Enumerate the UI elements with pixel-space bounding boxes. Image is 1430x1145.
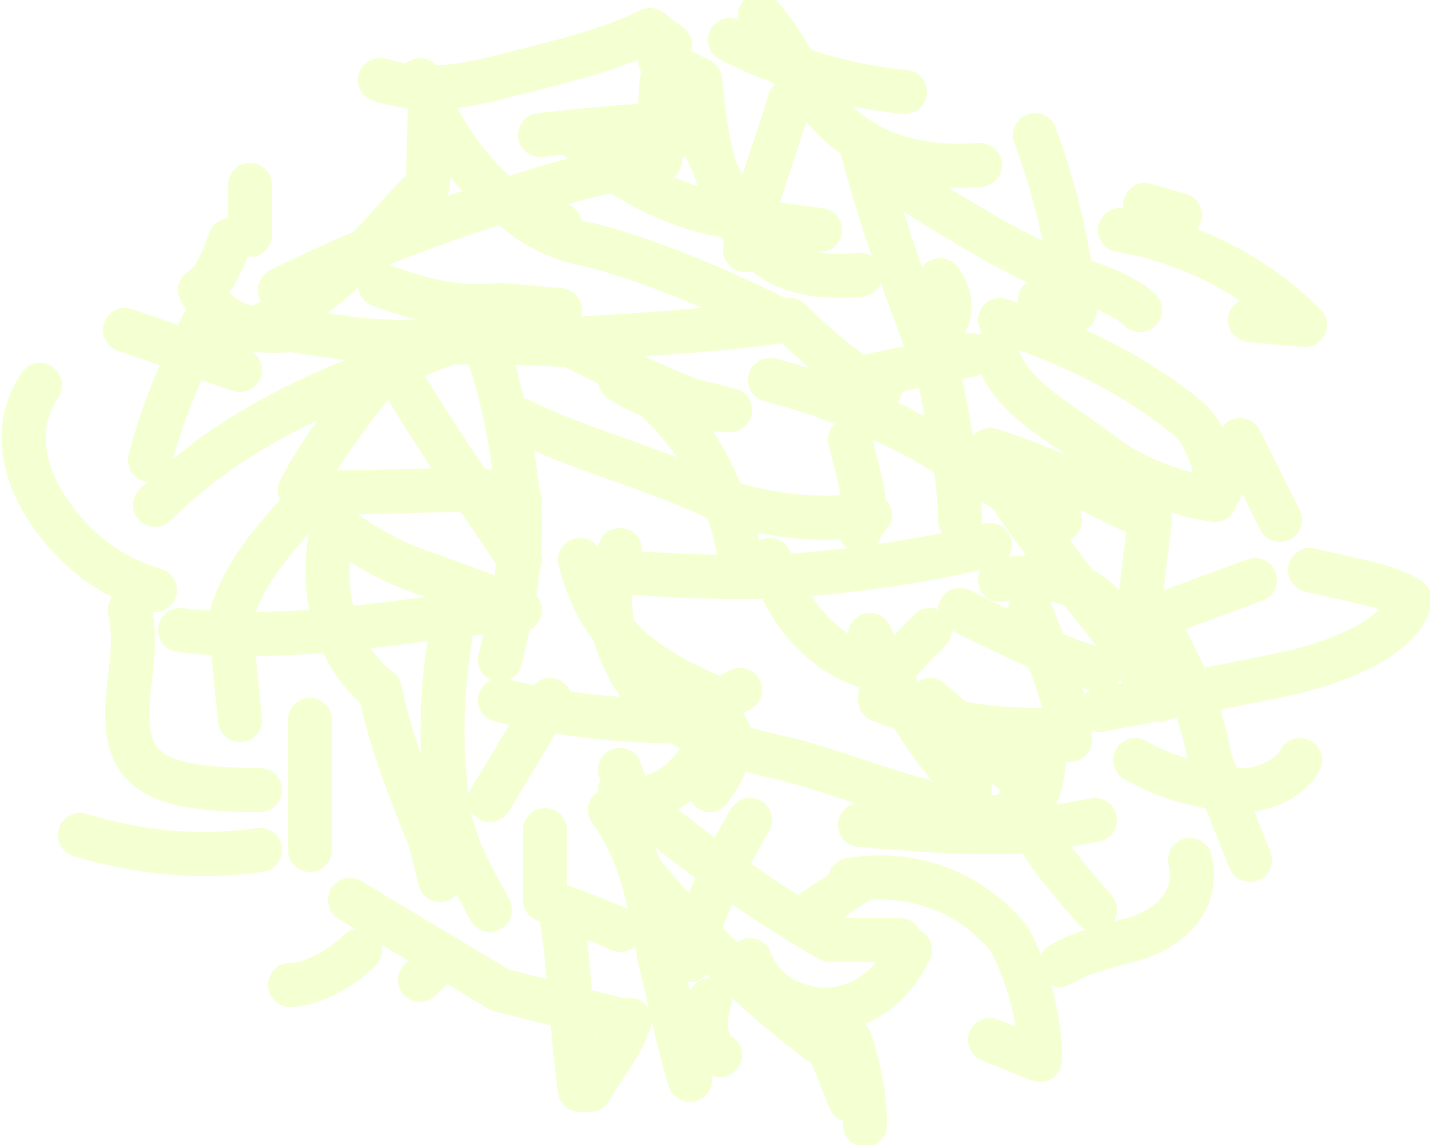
scribble-stroke [1113,738,1322,812]
scribble-stroke [105,588,282,812]
scribble-stroke [978,555,1142,662]
scribble-stroke [478,178,582,247]
scribble-stroke [568,998,652,1112]
scribble-stroke [918,708,1067,842]
scribble-stroke [918,258,972,352]
scribble-stroke [978,298,1242,512]
scribble-stroke [738,0,1002,188]
scribble-stroke [58,813,282,877]
scribble-stroke [1138,558,1277,637]
scribble-stroke [778,858,882,942]
scribble-stroke [420,618,512,932]
scribble-stroke [828,855,1062,1082]
scribble-stroke [683,978,742,1077]
scribble-stroke [1018,278,1092,332]
scribble-stroke [723,78,812,272]
scribble-stroke [518,103,692,157]
scribble-stroke [968,428,1152,532]
scribble-stroke [208,468,342,742]
scribble-stroke [1038,838,1214,987]
scribble-stroke [588,788,712,1102]
scribble-stroke [728,928,932,1032]
scribble-stroke [538,318,752,432]
scribble-stroke [1,363,177,612]
scribble-stroke [398,938,462,1002]
scribble-stroke [938,588,1122,692]
scribble-stroke [538,888,602,1112]
scribble-stroke [973,328,1237,522]
scribble-stroke [268,928,382,1007]
scribble-stroke [128,298,227,482]
scribble-stroke [1218,418,1302,542]
scribble-stroke [828,333,992,402]
scribble-stroke [828,418,887,552]
scribble-stroke [1098,208,1327,347]
scribble-stroke [828,1018,887,1145]
scribble-stroke [558,118,842,252]
scribble-stroke [468,678,572,822]
scribble-stroke [568,523,1012,600]
scribble-stroke [1078,548,1430,732]
scribble-stroke [1123,183,1202,237]
scribble-stroke [368,338,542,582]
scribble-stroke [908,678,1032,792]
scribble-stroke [305,518,462,902]
